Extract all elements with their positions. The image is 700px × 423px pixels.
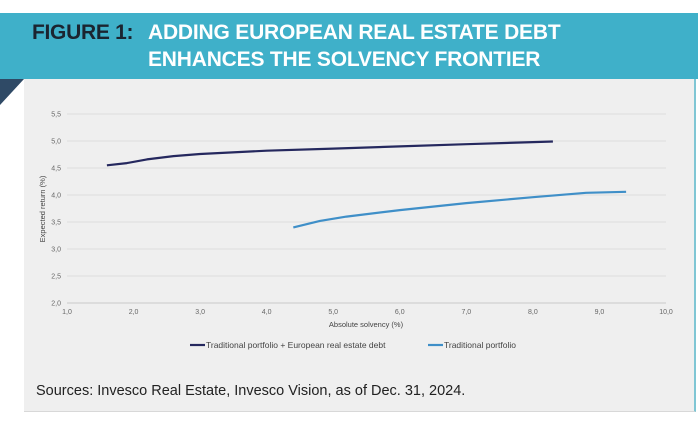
y-tick-label: 3,0 (51, 247, 61, 254)
x-tick-label: 10,0 (659, 309, 673, 316)
figure-label: FIGURE 1: (32, 21, 134, 44)
y-axis-label: Expected return (%) (38, 175, 47, 242)
series-line-1 (293, 190, 627, 229)
x-tick-label: 7,0 (461, 309, 471, 316)
y-tick-label: 4,5 (51, 166, 61, 173)
figure-title-line-2: ENHANCES THE SOLVENCY FRONTIER (148, 48, 541, 71)
y-tick-label: 3,5 (51, 220, 61, 227)
x-tick-label: 8,0 (528, 309, 538, 316)
x-tick-label: 5,0 (328, 309, 338, 316)
figure-header: FIGURE 1: ADDING EUROPEAN REAL ESTATE DE… (0, 13, 698, 79)
y-tick-label: 2,0 (51, 301, 61, 308)
y-tick-label: 4,0 (51, 193, 61, 200)
x-tick-label: 4,0 (262, 309, 272, 316)
y-tick-label: 5,5 (51, 112, 61, 119)
y-tick-label: 2,5 (51, 274, 61, 281)
legend-label-1: Traditional portfolio (444, 340, 516, 350)
x-tick-label: 6,0 (395, 309, 405, 316)
chart-panel (24, 79, 696, 412)
x-axis-label: Absolute solvency (%) (329, 320, 404, 329)
legend-label-0: Traditional portfolio + European real es… (206, 340, 386, 350)
series-line-0 (106, 140, 553, 167)
x-tick-label: 1,0 (62, 309, 72, 316)
x-tick-label: 9,0 (595, 309, 605, 316)
y-tick-label: 5,0 (51, 139, 61, 146)
x-tick-label: 2,0 (129, 309, 139, 316)
sources-note: Sources: Invesco Real Estate, Invesco Vi… (36, 383, 466, 399)
x-tick-label: 3,0 (195, 309, 205, 316)
corner-fold-decoration (0, 79, 24, 105)
figure-title-line-1: ADDING EUROPEAN REAL ESTATE DEBT (148, 21, 561, 44)
